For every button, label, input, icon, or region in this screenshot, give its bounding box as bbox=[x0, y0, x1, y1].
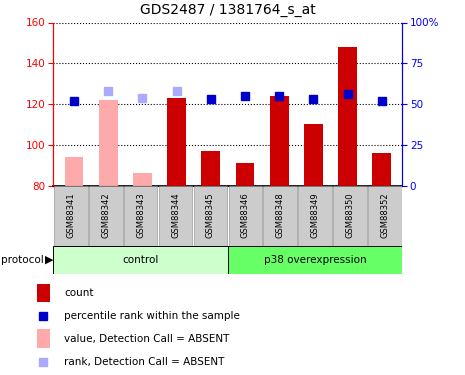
Text: rank, Detection Call = ABSENT: rank, Detection Call = ABSENT bbox=[64, 357, 224, 367]
Bar bbox=[159, 186, 193, 246]
Bar bbox=[65, 157, 83, 186]
Text: GSM88345: GSM88345 bbox=[206, 193, 215, 238]
Text: GSM88346: GSM88346 bbox=[241, 193, 250, 238]
Text: protocol: protocol bbox=[1, 255, 44, 265]
Bar bbox=[201, 151, 220, 186]
Bar bbox=[333, 186, 367, 246]
Bar bbox=[228, 246, 402, 274]
Bar bbox=[270, 96, 289, 186]
Bar bbox=[263, 186, 297, 246]
Text: ▶: ▶ bbox=[45, 255, 53, 265]
Text: p38 overexpression: p38 overexpression bbox=[264, 255, 366, 265]
Text: control: control bbox=[122, 255, 159, 265]
Bar bbox=[372, 153, 391, 186]
Bar bbox=[193, 186, 227, 246]
Text: GSM88348: GSM88348 bbox=[276, 193, 285, 238]
Bar bbox=[37, 284, 50, 302]
Bar bbox=[124, 186, 158, 246]
Title: GDS2487 / 1381764_s_at: GDS2487 / 1381764_s_at bbox=[140, 3, 316, 17]
Bar bbox=[99, 100, 118, 186]
Bar bbox=[167, 98, 186, 186]
Bar bbox=[54, 186, 88, 246]
Text: count: count bbox=[64, 288, 93, 298]
Text: GSM88342: GSM88342 bbox=[101, 193, 110, 238]
Text: percentile rank within the sample: percentile rank within the sample bbox=[64, 311, 240, 321]
Bar bbox=[37, 330, 50, 348]
Text: GSM88350: GSM88350 bbox=[345, 193, 354, 238]
Text: GSM88343: GSM88343 bbox=[136, 193, 145, 238]
Bar bbox=[53, 246, 228, 274]
Bar bbox=[236, 163, 254, 186]
Text: GSM88352: GSM88352 bbox=[380, 193, 389, 238]
Bar bbox=[228, 186, 262, 246]
Bar bbox=[368, 186, 402, 246]
Bar bbox=[133, 173, 152, 186]
Bar bbox=[89, 186, 123, 246]
Bar bbox=[298, 186, 332, 246]
Text: value, Detection Call = ABSENT: value, Detection Call = ABSENT bbox=[64, 334, 229, 344]
Text: GSM88341: GSM88341 bbox=[66, 193, 75, 238]
Bar bbox=[338, 47, 357, 186]
Bar bbox=[304, 124, 323, 186]
Text: GSM88349: GSM88349 bbox=[311, 193, 319, 238]
Text: GSM88344: GSM88344 bbox=[171, 193, 180, 238]
